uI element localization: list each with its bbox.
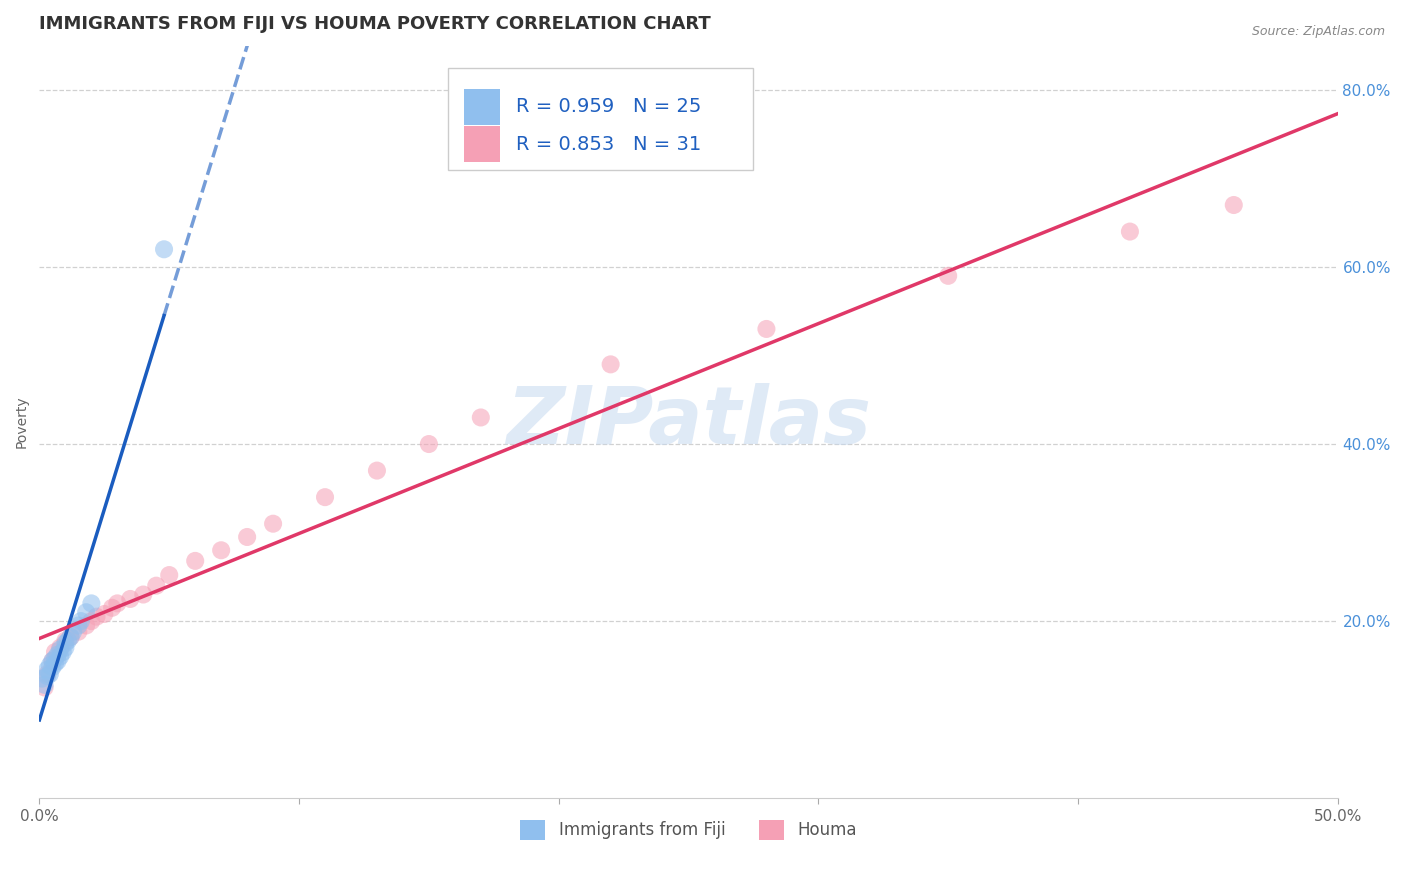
Point xyxy=(936,268,959,283)
Point xyxy=(55,636,77,650)
Point xyxy=(44,657,66,671)
Text: ZIPatlas: ZIPatlas xyxy=(506,383,872,461)
Point xyxy=(62,624,84,639)
Text: IMMIGRANTS FROM FIJI VS HOUMA POVERTY CORRELATION CHART: IMMIGRANTS FROM FIJI VS HOUMA POVERTY CO… xyxy=(39,15,711,33)
Point xyxy=(75,618,97,632)
Point xyxy=(59,630,82,644)
Point xyxy=(38,667,60,681)
Point xyxy=(209,543,232,558)
Point xyxy=(41,654,63,668)
Legend: Immigrants from Fiji, Houma: Immigrants from Fiji, Houma xyxy=(513,814,863,847)
Point xyxy=(132,588,155,602)
Point xyxy=(31,672,53,686)
Point xyxy=(46,654,69,668)
Point xyxy=(67,618,90,632)
Point xyxy=(418,437,440,451)
Point xyxy=(55,640,77,655)
Point xyxy=(314,490,336,504)
Point xyxy=(157,568,180,582)
Point xyxy=(56,633,79,648)
Point xyxy=(80,596,103,610)
Point xyxy=(49,649,72,664)
Point xyxy=(599,357,621,371)
Point xyxy=(120,591,142,606)
Point xyxy=(44,645,66,659)
Point xyxy=(236,530,259,544)
Point xyxy=(262,516,284,531)
Point xyxy=(37,663,59,677)
Point xyxy=(37,667,59,681)
Point xyxy=(93,607,115,621)
Text: R = 0.959   N = 25: R = 0.959 N = 25 xyxy=(516,97,702,116)
Point xyxy=(470,410,492,425)
Point xyxy=(101,600,124,615)
Point xyxy=(46,648,69,662)
Point xyxy=(80,614,103,628)
Text: R = 0.853   N = 31: R = 0.853 N = 31 xyxy=(516,135,702,154)
Point xyxy=(41,660,63,674)
Point xyxy=(38,658,60,673)
FancyBboxPatch shape xyxy=(449,69,754,169)
Point xyxy=(184,554,207,568)
Bar xyxy=(464,89,501,125)
Y-axis label: Poverty: Poverty xyxy=(15,395,30,448)
Point xyxy=(153,242,176,256)
Text: Source: ZipAtlas.com: Source: ZipAtlas.com xyxy=(1251,25,1385,38)
Point xyxy=(55,633,77,648)
Point xyxy=(70,614,93,628)
Point xyxy=(41,654,63,668)
Point xyxy=(67,624,90,639)
Point xyxy=(49,640,72,655)
Point xyxy=(52,645,75,659)
Point xyxy=(34,681,56,695)
Point xyxy=(37,669,59,683)
Point xyxy=(44,651,66,665)
Point xyxy=(145,579,167,593)
Point xyxy=(1119,225,1142,239)
Point xyxy=(34,678,56,692)
Point xyxy=(59,630,82,644)
Point xyxy=(755,322,778,336)
Point xyxy=(86,609,108,624)
Point xyxy=(1223,198,1246,212)
Bar xyxy=(464,127,501,162)
Point xyxy=(75,605,97,619)
Point xyxy=(366,464,388,478)
Point xyxy=(49,642,72,657)
Point xyxy=(105,596,128,610)
